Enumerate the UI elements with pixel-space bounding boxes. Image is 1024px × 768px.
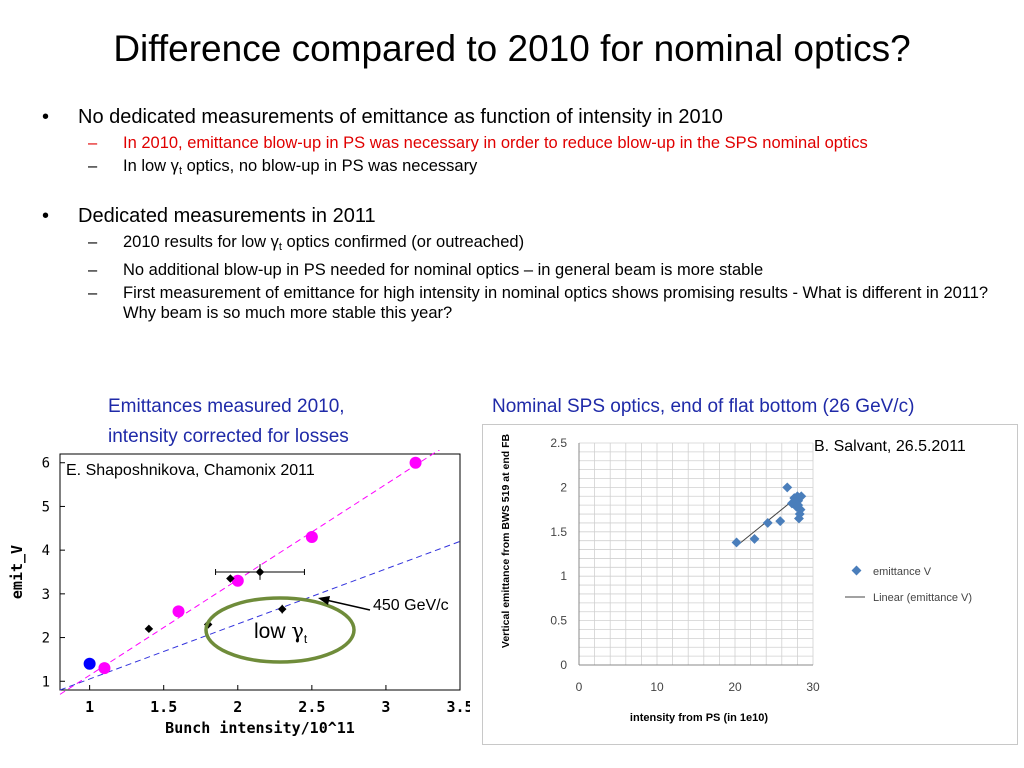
nominal-optics-chart: 0 10 20 30 0 0.5 1 1.5 2 2.5 intensity from PS (i…: [500, 434, 972, 724]
y-tick-label: 4: [42, 543, 50, 559]
x-tick-label: 10: [650, 680, 664, 694]
x-tick-label: 20: [728, 680, 742, 694]
sub-bullet-item: – 2010 results for low γt optics confirm…: [38, 232, 998, 257]
bullet-item: • Dedicated measurements in 2011: [38, 203, 998, 229]
x-tick-label: 0: [576, 680, 583, 694]
y-tick-label: 2: [560, 480, 567, 494]
legend-marker-diamond: [851, 565, 862, 576]
sub-bullet-text: In 2010, emittance blow-up in PS was nec…: [123, 134, 868, 152]
x-tick-label: 2.5: [298, 698, 325, 716]
left-figure-caption: Emittances measured 2010, intensity corr…: [108, 396, 349, 447]
bullet-text: No dedicated measurements of emittance a…: [78, 106, 723, 128]
legend-entry: Linear (emittance V): [873, 592, 972, 604]
y-tick-label: 3: [42, 587, 50, 603]
sub-bullet-text: First measurement of emittance for high …: [123, 284, 989, 322]
data-point: [98, 662, 111, 675]
sub-bullet-dash: –: [88, 284, 98, 302]
sub-bullet-dash: –: [88, 157, 98, 175]
legend-entry: emittance V: [873, 566, 932, 578]
low-gamma-t-label: low γt: [254, 619, 308, 646]
data-point: [731, 537, 742, 548]
low-gamma-t-ellipse: [204, 596, 356, 664]
data-point: [277, 604, 287, 614]
x-tick-label: 1.5: [150, 698, 177, 716]
y-tick-label: 2: [42, 631, 50, 647]
slide-title: Difference compared to 2010 for nominal …: [113, 28, 911, 69]
chart-legend: emittance V Linear (emittance V): [845, 565, 972, 604]
y-tick-label: 6: [42, 456, 50, 472]
data-point: [409, 456, 422, 469]
sub-bullet-item: – In 2010, emittance blow-up in PS was n…: [38, 133, 998, 153]
left-figure-credit: E. Shaposhnikova, Chamonix 2011: [66, 462, 315, 480]
data-point: [144, 624, 154, 634]
y-tick-label: 2.5: [550, 436, 567, 450]
data-point: [796, 491, 807, 502]
x-axis-label: Bunch intensity/10^11: [165, 719, 355, 737]
emittance-vs-intensity-chart: 1 1.5 2 2.5 3 3.5 1 2 3 4 5 6 Bunch intensity/10^11…: [8, 450, 470, 737]
sub-bullet-item: – No additional blow-up in PS needed for…: [38, 260, 998, 280]
sub-bullet-text: 2010 results for low γt optics confirmed…: [123, 233, 525, 253]
bullet-list: • No dedicated measurements of emittance…: [38, 104, 998, 323]
nominal-optics-chart-panel: 0 10 20 30 0 0.5 1 1.5 2 2.5 intensity from PS (i…: [482, 424, 1018, 745]
y-axis-label: emit_V: [8, 545, 26, 599]
x-tick-label: 2: [233, 698, 242, 716]
data-point: [782, 482, 793, 493]
arrow-line: [325, 599, 371, 611]
y-tick-label: 5: [42, 499, 50, 515]
sub-bullet-dash: –: [88, 134, 98, 152]
data-point: [231, 574, 244, 587]
data-point: [172, 605, 185, 618]
sub-bullet-dash: –: [88, 261, 98, 279]
x-tick-label: 30: [806, 680, 820, 694]
y-tick-label: 0: [560, 658, 567, 672]
data-point: [793, 500, 804, 511]
right-figure-caption: Nominal SPS optics, end of flat bottom (…: [492, 396, 915, 417]
arrow-head-icon: [318, 596, 330, 605]
energy-annotation: 450 GeV/c: [373, 597, 449, 614]
data-point: [226, 574, 235, 583]
data-point: [255, 567, 265, 577]
data-point: [83, 657, 96, 670]
bullet-item: • No dedicated measurements of emittance…: [38, 104, 998, 130]
y-tick-label: 1.5: [550, 525, 567, 539]
x-tick-label: 3.5: [446, 698, 470, 716]
y-axis-label: Vertical emittance from BWS 519 at end F…: [500, 434, 512, 649]
data-point: [762, 517, 773, 528]
x-axis-label: intensity from PS (in 1e10): [630, 712, 768, 724]
right-figure-credit: B. Salvant, 26.5.2011: [814, 438, 966, 456]
y-tick-label: 1: [560, 569, 567, 583]
sub-bullet-dash: –: [88, 233, 98, 251]
data-point: [305, 531, 318, 544]
sub-bullet-item: – First measurement of emittance for hig…: [38, 283, 998, 323]
data-point: [749, 533, 760, 544]
x-tick-label: 1: [85, 698, 94, 716]
sub-bullet-item: – In low γt optics, no blow-up in PS was…: [38, 156, 998, 181]
bullet-dot: •: [42, 106, 50, 128]
fit-line: [59, 540, 461, 691]
sub-bullet-text: In low γt optics, no blow-up in PS was n…: [123, 157, 478, 177]
bullet-dot: •: [42, 205, 50, 227]
x-tick-label: 3: [381, 698, 390, 716]
sub-bullet-text: No additional blow-up in PS needed for n…: [123, 261, 764, 279]
data-point: [775, 516, 786, 527]
bullet-text: Dedicated measurements in 2011: [78, 205, 376, 227]
y-tick-label: 1: [42, 674, 50, 690]
y-tick-label: 0.5: [550, 614, 567, 628]
